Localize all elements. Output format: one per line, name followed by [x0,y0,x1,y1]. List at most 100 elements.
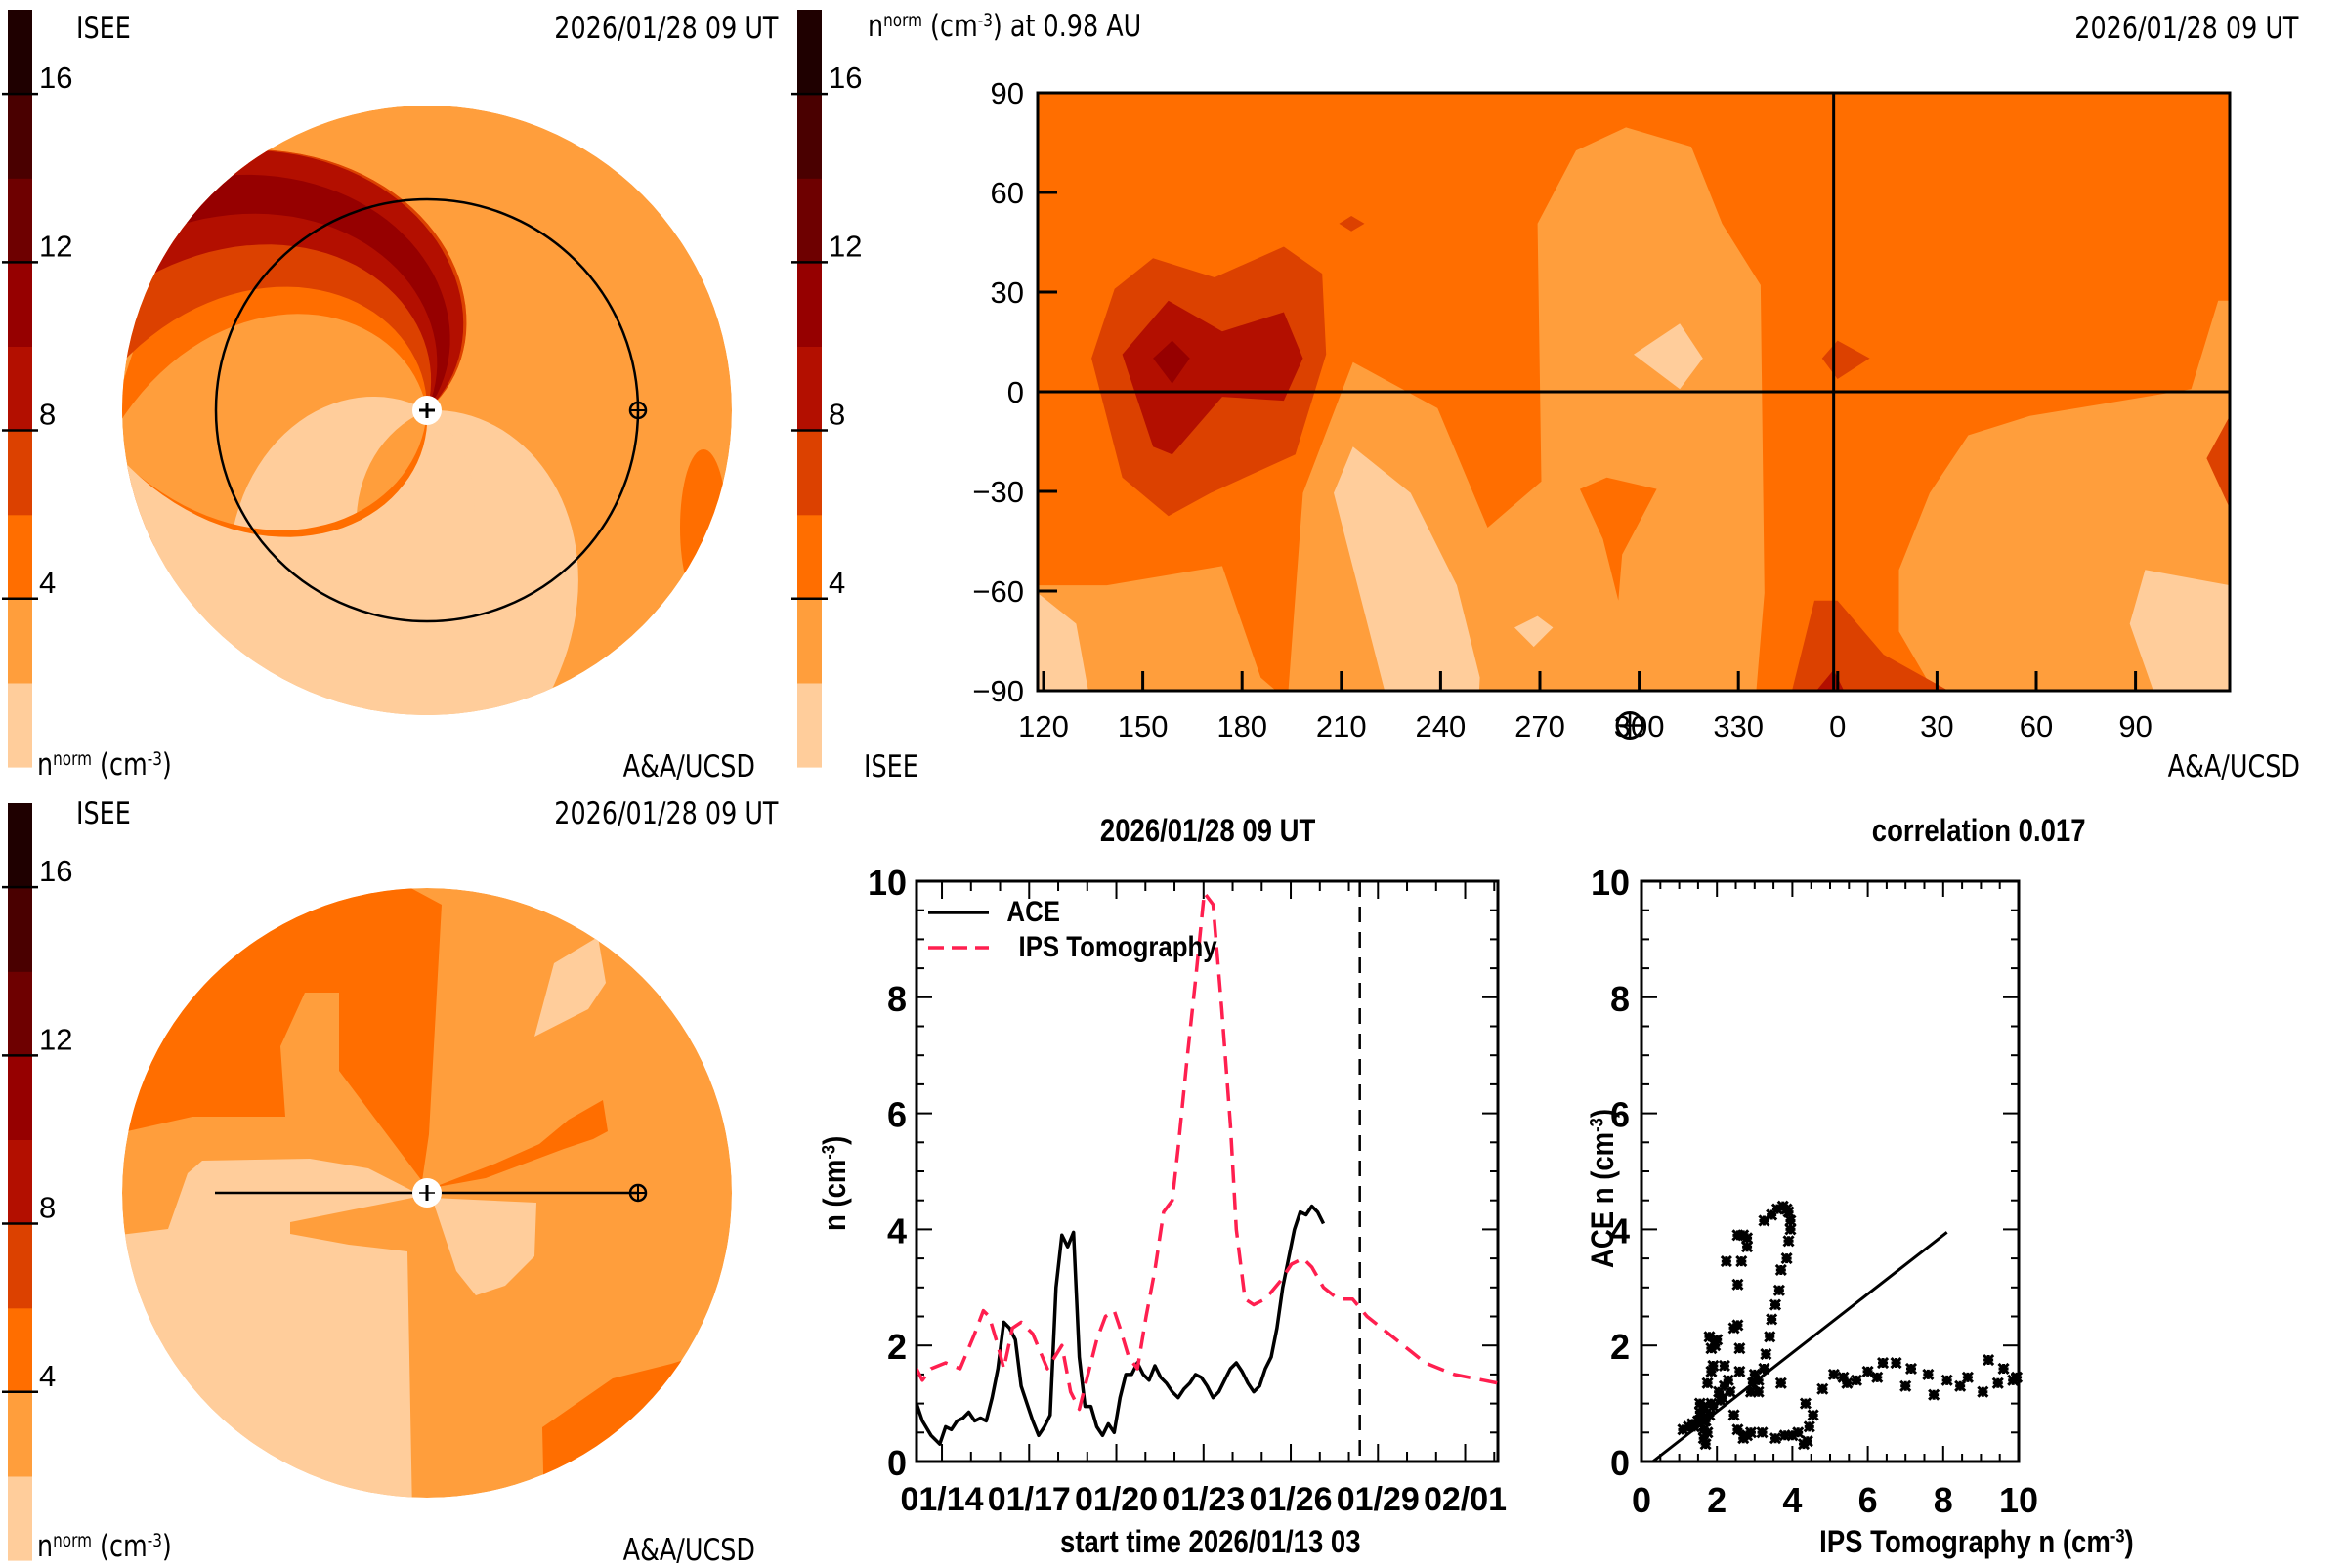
colorbar-band [8,94,32,179]
scatter-point [1703,1331,1716,1343]
scatter-point [1707,1400,1720,1413]
colorbar-band [797,430,822,516]
lat-tick-label: −60 [972,574,1024,609]
scatter-point [1954,1379,1967,1392]
colorbar-band [8,971,32,1056]
scatter-point [1774,1263,1787,1277]
y-tick-label: 8 [1610,979,1630,1019]
density-region [1038,446,1480,691]
colorbar-tick-label: 8 [829,398,845,432]
y-tick-label: 6 [887,1095,907,1135]
colorbar-band [797,598,822,684]
lat-tick-label: 90 [991,76,1024,110]
scatter-point [1711,1334,1724,1346]
scatter-point [1772,1284,1785,1296]
series-line-ace [917,1204,1326,1446]
scatter-point [1752,1374,1765,1386]
scatter-point [1928,1388,1940,1401]
scatter-point [1997,1362,2010,1376]
x-tick-label: 2 [1707,1480,1727,1520]
density-region [1122,300,1303,455]
org-label: ISEE [864,749,918,784]
credit-label: A&A/UCSD [622,1533,755,1568]
scatter-point [1780,1252,1793,1265]
y-tick-label: 10 [868,863,907,903]
panel-date: 2026/01/28 09 UT [553,11,778,46]
density-region [432,1100,608,1188]
density-region [1038,127,2230,691]
colorbar-band [8,346,32,432]
scatter-point [1699,1438,1712,1451]
scatter-point [1705,1365,1718,1377]
scatter-point [1756,1426,1769,1439]
density-region [1579,477,1657,601]
lon-tick-label: 0 [1829,709,1846,743]
scatter-point [1718,1359,1730,1373]
credit-label: A&A/UCSD [622,749,755,784]
scatter-point [1697,1400,1710,1413]
scatter-point [1677,1423,1689,1436]
disk-contents [122,106,732,715]
y-tick-label: 4 [1610,1210,1630,1250]
colorbar-band [8,430,32,516]
lon-tick-label: 210 [1316,709,1367,743]
lon-tick-label: 60 [2020,709,2053,743]
scatter-point [1741,1241,1754,1253]
scatter-point [1977,1385,1989,1398]
colorbar-tick-label: 16 [39,61,72,95]
scatter-point [1961,1371,1974,1383]
colorbar-band [8,178,32,263]
scatter-point [1922,1368,1935,1380]
scatter-point [1801,1435,1813,1448]
colorbar-band [8,1391,32,1477]
density-region [534,937,606,1037]
y-tick-label: 0 [887,1443,907,1483]
density-region [1514,615,1554,648]
lon-tick-label: 120 [1018,709,1069,743]
lon-tick-label: 330 [1713,709,1764,743]
scatter-point [1770,1203,1784,1215]
scatter-point [1890,1356,1902,1370]
colorbar-tick-label: 12 [39,1022,72,1056]
lat-tick-label: −90 [972,674,1024,708]
lon-tick-label: 270 [1514,709,1565,743]
colorbar-band [8,1475,32,1561]
lon-tick-label: 30 [1920,709,1953,743]
lon-tick-label: 180 [1216,709,1267,743]
org-label: ISEE [76,796,131,831]
x-tick-label: 0 [1632,1480,1651,1520]
panel-date: 2026/01/28 09 UT [2073,11,2298,46]
x-tick-label: 01/23 [1162,1481,1245,1518]
scatter-point [1731,1423,1744,1436]
lon-tick-label: 90 [2118,709,2152,743]
y-tick-label: 2 [887,1327,907,1367]
scatter-point [1940,1374,1953,1386]
scatter-point [1792,1426,1805,1439]
x-tick-label: 10 [1999,1480,2038,1520]
colorbar-bottom-left: 4 8 12 16 [2,803,72,1561]
scatter-point [1746,1377,1759,1389]
density-region [2129,570,2230,691]
scatter-point [1716,1391,1729,1404]
x-tick-label: 02/01 [1424,1481,1507,1518]
lat-tick-label: 0 [1007,375,1024,409]
scatter-point [1720,1255,1732,1268]
series-line-ips [917,891,1498,1412]
scatter-point [1733,1365,1746,1377]
y-tick-label: 2 [1610,1327,1630,1367]
colorbar-tick-label: 12 [829,229,862,263]
scatter-point [1782,1235,1795,1248]
scatter-point [1766,1208,1778,1221]
scatter-point [1701,1377,1714,1389]
chart-title: 2026/01/28 09 UT [1099,813,1316,848]
x-axis-label: IPS Tomography n (cm-3) [1819,1524,2134,1559]
lat-tick-label: 60 [991,176,1024,210]
scatter-point [1701,1426,1714,1439]
colorbar-band [797,178,822,263]
scatter-point [1861,1365,1874,1377]
colorbar-band [8,1307,32,1393]
lat-tick-label: 30 [991,275,1024,310]
